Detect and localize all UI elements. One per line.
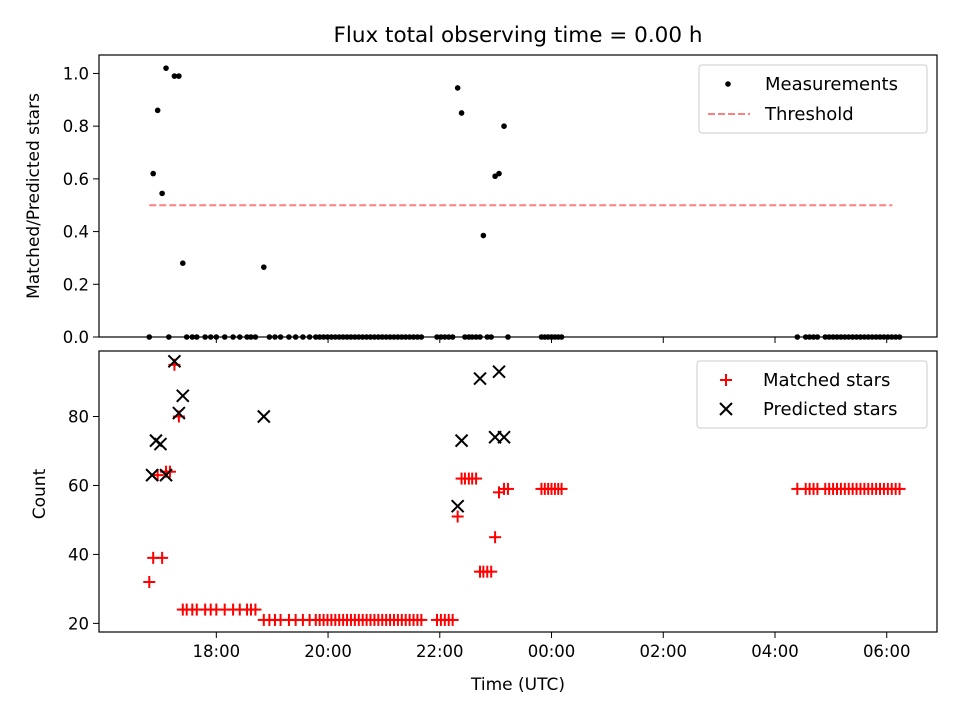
bottom-y-tick-label: 80 bbox=[68, 408, 89, 427]
legend-predicted-marker bbox=[719, 402, 733, 416]
matched-star-marker bbox=[451, 510, 464, 523]
predicted-star-marker bbox=[257, 409, 271, 424]
matched-star-marker bbox=[470, 472, 483, 485]
predicted-star-marker bbox=[159, 468, 173, 482]
bottom-y-tick-label: 40 bbox=[68, 545, 89, 564]
top-y-tick-label: 0.6 bbox=[63, 170, 89, 189]
measurement-point bbox=[261, 264, 267, 270]
top-axis-ticks: 0.0 0.2 0.4 0.6 0.8 1.0 bbox=[63, 64, 888, 347]
measurement-point bbox=[171, 73, 178, 79]
legend-matched-label: Matched stars bbox=[763, 370, 890, 391]
top-legend-box bbox=[698, 64, 928, 134]
x-axis-label: Time (UTC) bbox=[470, 675, 565, 695]
predicted-star-marker bbox=[492, 364, 506, 379]
x-tick-label: 04:00 bbox=[751, 642, 799, 661]
measurement-point bbox=[163, 65, 169, 71]
matched-star-marker bbox=[446, 613, 459, 626]
legend-measurements-label: Measurements bbox=[765, 74, 898, 95]
top-y-tick-label: 0.4 bbox=[63, 223, 89, 242]
top-y-tick-label: 0.2 bbox=[63, 275, 89, 294]
top-y-tick-label: 0.8 bbox=[63, 117, 89, 136]
matched-star-marker bbox=[501, 482, 514, 495]
measurement-point bbox=[159, 190, 165, 197]
matched-star-marker bbox=[249, 603, 262, 616]
matched-star-marker bbox=[489, 531, 502, 544]
legend-matched-marker bbox=[720, 374, 732, 386]
predicted-star-marker bbox=[473, 371, 487, 386]
x-tick-label: 00:00 bbox=[528, 642, 576, 661]
matched-star-marker bbox=[485, 565, 498, 578]
x-tick-label: 06:00 bbox=[863, 642, 911, 661]
matched-star-marker bbox=[143, 576, 156, 589]
bottom-y-tick-label: 60 bbox=[68, 476, 89, 495]
predicted-star-marker bbox=[497, 430, 511, 444]
matched-star-marker bbox=[555, 482, 568, 495]
matched-star-markers bbox=[143, 358, 906, 626]
x-tick-label: 02:00 bbox=[639, 642, 687, 661]
bottom-y-tick-label: 20 bbox=[68, 614, 89, 633]
legend-measurements-marker bbox=[725, 81, 731, 87]
measurement-point bbox=[458, 110, 465, 116]
measurement-point bbox=[150, 170, 156, 177]
measurement-point bbox=[480, 232, 487, 239]
predicted-star-marker bbox=[145, 468, 159, 482]
top-legend: Measurements Threshold bbox=[698, 64, 928, 134]
top-axes-frame bbox=[98, 54, 938, 338]
measurement-points bbox=[146, 65, 903, 340]
measurement-point bbox=[496, 170, 502, 177]
predicted-star-marker bbox=[454, 433, 469, 448]
legend-predicted-label: Predicted stars bbox=[763, 399, 897, 420]
bottom-legend-box bbox=[696, 360, 928, 429]
measurement-point bbox=[454, 85, 461, 91]
predicted-star-marker bbox=[167, 354, 182, 369]
bottom-axis-ticks: 20 40 60 80 18:00 20:00 22:00 00:00 02:00 04:00 06… bbox=[68, 408, 911, 661]
matched-star-marker bbox=[156, 551, 169, 564]
predicted-star-marker bbox=[450, 499, 465, 513]
measurement-point bbox=[176, 73, 182, 79]
predicted-star-marker bbox=[172, 406, 186, 420]
bottom-y-axis-label: Count bbox=[30, 468, 50, 519]
chart-title: Flux total observing time = 0.00 h bbox=[334, 23, 703, 48]
x-tick-label: 18:00 bbox=[193, 642, 241, 661]
top-plot-area: 0.0 0.2 0.4 0.6 0.8 1.0 Matched/Predicted sta… bbox=[24, 54, 938, 347]
x-tick-label: 22:00 bbox=[416, 642, 464, 661]
matched-star-marker bbox=[415, 613, 428, 626]
matched-star-marker bbox=[893, 482, 906, 495]
x-tick-label: 20:00 bbox=[304, 642, 352, 661]
measurement-point bbox=[501, 123, 507, 129]
matched-star-marker bbox=[151, 469, 164, 482]
legend-threshold-label: Threshold bbox=[764, 104, 854, 125]
bottom-axes-frame bbox=[98, 350, 938, 633]
bottom-plot-area: 20 40 60 80 18:00 20:00 22:00 00:00 02:00 04:00 06… bbox=[30, 350, 938, 695]
bottom-legend: Matched stars Predicted stars bbox=[696, 360, 928, 429]
top-y-axis-label: Matched/Predicted stars bbox=[24, 93, 44, 299]
top-y-tick-label: 0.0 bbox=[63, 328, 89, 347]
predicted-star-marker bbox=[176, 389, 190, 403]
top-y-tick-label: 1.0 bbox=[63, 64, 89, 83]
predicted-star-marker bbox=[153, 437, 168, 451]
predicted-star-markers bbox=[145, 354, 511, 513]
measurement-point bbox=[154, 107, 161, 114]
measurement-point bbox=[180, 260, 186, 267]
